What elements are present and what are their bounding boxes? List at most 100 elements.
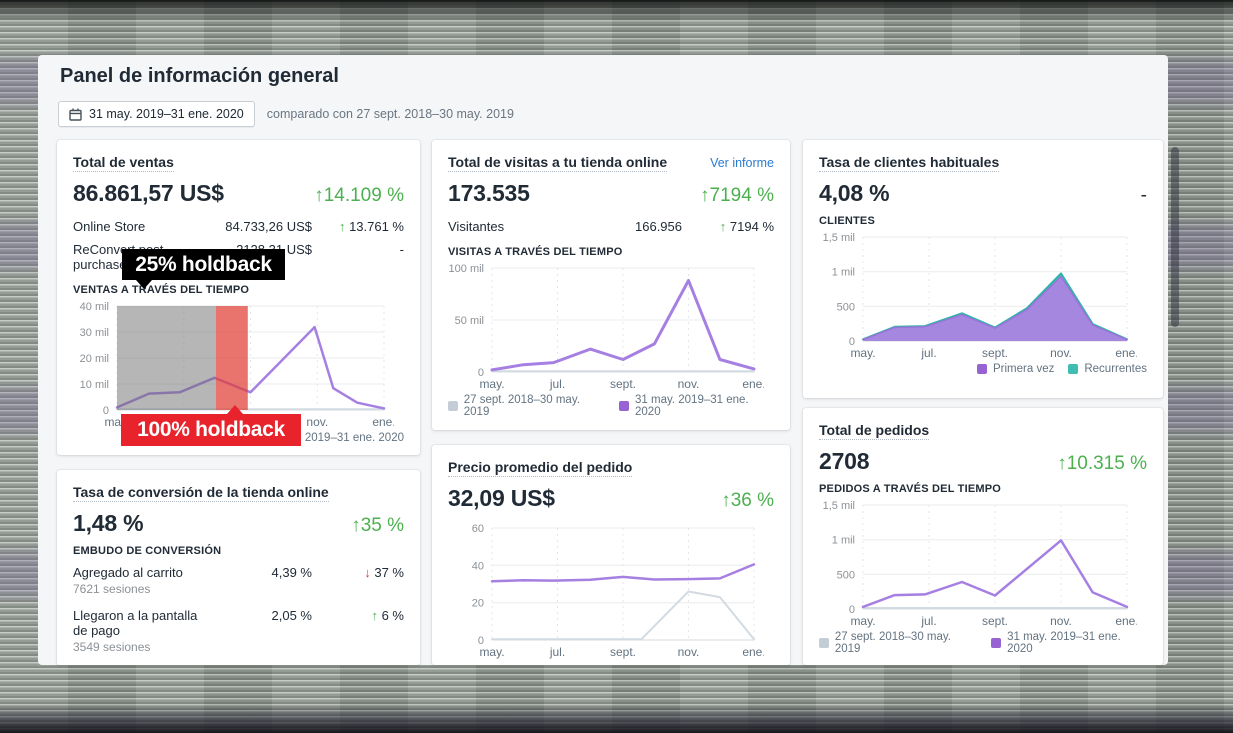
svg-text:nov.: nov.	[678, 645, 700, 659]
total-visits-value: 173.535	[448, 180, 530, 206]
comparison-text: comparado con 27 sept. 2018–30 may. 2019	[266, 107, 514, 121]
svg-text:may.: may.	[479, 377, 504, 391]
svg-text:nov.: nov.	[306, 415, 328, 429]
svg-text:40 mil: 40 mil	[80, 301, 109, 313]
down-arrow-icon: ↓	[364, 565, 371, 580]
section-label-customers: CLIENTES	[819, 215, 875, 227]
svg-text:nov.: nov.	[1050, 614, 1072, 628]
pointer-up-icon	[227, 405, 243, 414]
svg-text:sept.: sept.	[610, 645, 636, 659]
total-sales-value: 86.861,57 US$	[73, 180, 224, 206]
legend-item: 31 may. 2019–31 ene. 2020	[619, 394, 774, 418]
page-title: Panel de información general	[60, 65, 339, 87]
aov-change: ↑36 %	[721, 490, 774, 511]
visits-legend: 27 sept. 2018–30 may. 2019 31 may. 2019–…	[448, 394, 774, 418]
aov-value: 32,09 US$	[448, 485, 555, 511]
svg-text:ene.: ene.	[372, 415, 394, 429]
customers-legend: Primera vez Recurrentes	[819, 363, 1147, 375]
row-delta: ↑ 6 %	[371, 608, 404, 623]
svg-text:1,5 mil: 1,5 mil	[823, 500, 855, 512]
section-label-funnel: EMBUDO DE CONVERSIÓN	[73, 545, 222, 557]
row-label: Online Store	[73, 219, 146, 234]
section-label-orders: PEDIDOS A TRAVÉS DEL TIEMPO	[819, 483, 1002, 495]
orders-chart: 0 500 1 mil 1,5 mil may. jul. sept. nov. ene.	[815, 497, 1139, 629]
up-arrow-icon: ↑	[371, 608, 378, 623]
svg-text:30 mil: 30 mil	[80, 327, 109, 339]
card-title-total-orders[interactable]: Total de pedidos	[819, 422, 930, 440]
svg-text:500: 500	[837, 301, 855, 313]
svg-text:ene.: ene.	[1115, 614, 1137, 628]
legend-item: 31 may. 2019–31 ene. 2020	[991, 631, 1147, 655]
date-controls: 31 may. 2019–31 ene. 2020 comparado con …	[58, 101, 514, 127]
row-delta: ↑ 13.761 %	[338, 219, 404, 234]
row-delta: ↑ 7194 %	[719, 219, 774, 234]
view-report-link[interactable]: Ver informe	[710, 156, 774, 170]
date-range-button[interactable]: 31 may. 2019–31 ene. 2020	[58, 101, 255, 127]
returning-rate-change: -	[1140, 185, 1147, 206]
card-title-average-order-value[interactable]: Precio promedio del pedido	[448, 459, 633, 477]
aov-chart: 0 20 40 60 may. jul. sept. nov. ene.	[444, 520, 766, 660]
funnel-row: Llegaron a la pantalla de pago 3549 sesio…	[73, 602, 404, 660]
annotation-label: 25% holdback	[135, 252, 272, 276]
visits-breakdown-row: Visitantes 166.956 ↑ 7194 %	[448, 215, 774, 238]
total-sales-change: ↑14.109 %	[314, 185, 404, 206]
svg-text:jul.: jul.	[920, 346, 936, 360]
row-delta: ↓ 37 %	[364, 565, 404, 580]
funnel-row: Agregado al carrito 7621 sesiones 4,39 % …	[73, 559, 404, 602]
svg-text:1,5 mil: 1,5 mil	[823, 232, 855, 244]
svg-text:0: 0	[849, 336, 855, 348]
card-title-returning-customers[interactable]: Tasa de clientes habituales	[819, 154, 1000, 172]
card-title-total-visits[interactable]: Total de visitas a tu tienda online	[448, 154, 668, 172]
svg-text:ene.: ene.	[1115, 346, 1137, 360]
row-value: 4,39 %	[271, 565, 312, 580]
visits-chart: 0 50 mil 100 mil may. jul. sept. nov. ene.	[444, 260, 766, 392]
row-sublabel: 3549 sesiones	[73, 640, 151, 654]
svg-text:20 mil: 20 mil	[80, 353, 109, 365]
legend-item: 27 sept. 2018–30 may. 2019	[819, 631, 977, 655]
svg-text:60: 60	[472, 523, 484, 535]
card-returning-customers: Tasa de clientes habituales 4,08 % - CLI…	[803, 140, 1163, 398]
legend-swatch-gray	[819, 638, 829, 648]
card-title-total-sales[interactable]: Total de ventas	[73, 154, 174, 172]
card-title-conversion-rate[interactable]: Tasa de conversión de la tienda online	[73, 484, 329, 502]
svg-text:20: 20	[472, 598, 484, 610]
row-label: Llegaron a la pantalla de pago 3549 sesio…	[73, 608, 200, 654]
legend-item: Recurrentes	[1068, 363, 1147, 375]
svg-text:sept.: sept.	[610, 377, 636, 391]
svg-text:100 mil: 100 mil	[449, 263, 484, 275]
customers-chart: 0 500 1 mil 1,5 mil may. jul. sept. nov. ene.	[815, 229, 1139, 361]
card-total-orders: Total de pedidos 2708 ↑10.315 % PEDIDOS …	[803, 408, 1163, 665]
svg-text:jul.: jul.	[920, 614, 936, 628]
svg-text:10 mil: 10 mil	[80, 379, 109, 391]
svg-text:1 mil: 1 mil	[832, 267, 855, 279]
svg-text:1 mil: 1 mil	[832, 535, 855, 547]
svg-text:nov.: nov.	[678, 377, 700, 391]
row-sublabel: 7621 sesiones	[73, 582, 151, 596]
section-label-sales: VENTAS A TRAVÉS DEL TIEMPO	[73, 284, 250, 296]
row-value: 166.956	[635, 219, 682, 234]
sales-breakdown-row: Online Store 84.733,26 US$ ↑ 13.761 %	[73, 215, 404, 238]
svg-text:50 mil: 50 mil	[455, 315, 484, 327]
row-value: 84.733,26 US$	[225, 219, 312, 234]
row-label: Visitantes	[448, 219, 505, 234]
svg-text:sept.: sept.	[982, 614, 1008, 628]
conversion-rate-value: 1,48 %	[73, 510, 144, 536]
returning-rate-value: 4,08 %	[819, 180, 890, 206]
legend-swatch-teal	[1068, 364, 1079, 374]
conversion-rate-change: ↑35 %	[351, 515, 404, 536]
card-conversion-rate: Tasa de conversión de la tienda online 1…	[57, 470, 420, 665]
up-arrow-icon: ↑	[338, 219, 346, 234]
funnel-row: Sesiones convertidas2565 sesiones 1,48 %…	[73, 660, 404, 665]
row-value: 2,05 %	[271, 608, 312, 623]
svg-text:0: 0	[103, 405, 109, 417]
legend-item: 27 sept. 2018–30 may. 2019	[448, 394, 605, 418]
svg-text:40: 40	[472, 560, 484, 572]
svg-text:jul.: jul.	[549, 377, 565, 391]
svg-text:sept.: sept.	[982, 346, 1008, 360]
row-label: Agregado al carrito 7621 sesiones	[73, 565, 200, 596]
svg-text:may.: may.	[850, 614, 875, 628]
scrollbar-thumb[interactable]	[1171, 147, 1179, 327]
legend-swatch-gray	[448, 401, 458, 411]
card-total-visits: Total de visitas a tu tienda online Ver …	[432, 140, 790, 430]
